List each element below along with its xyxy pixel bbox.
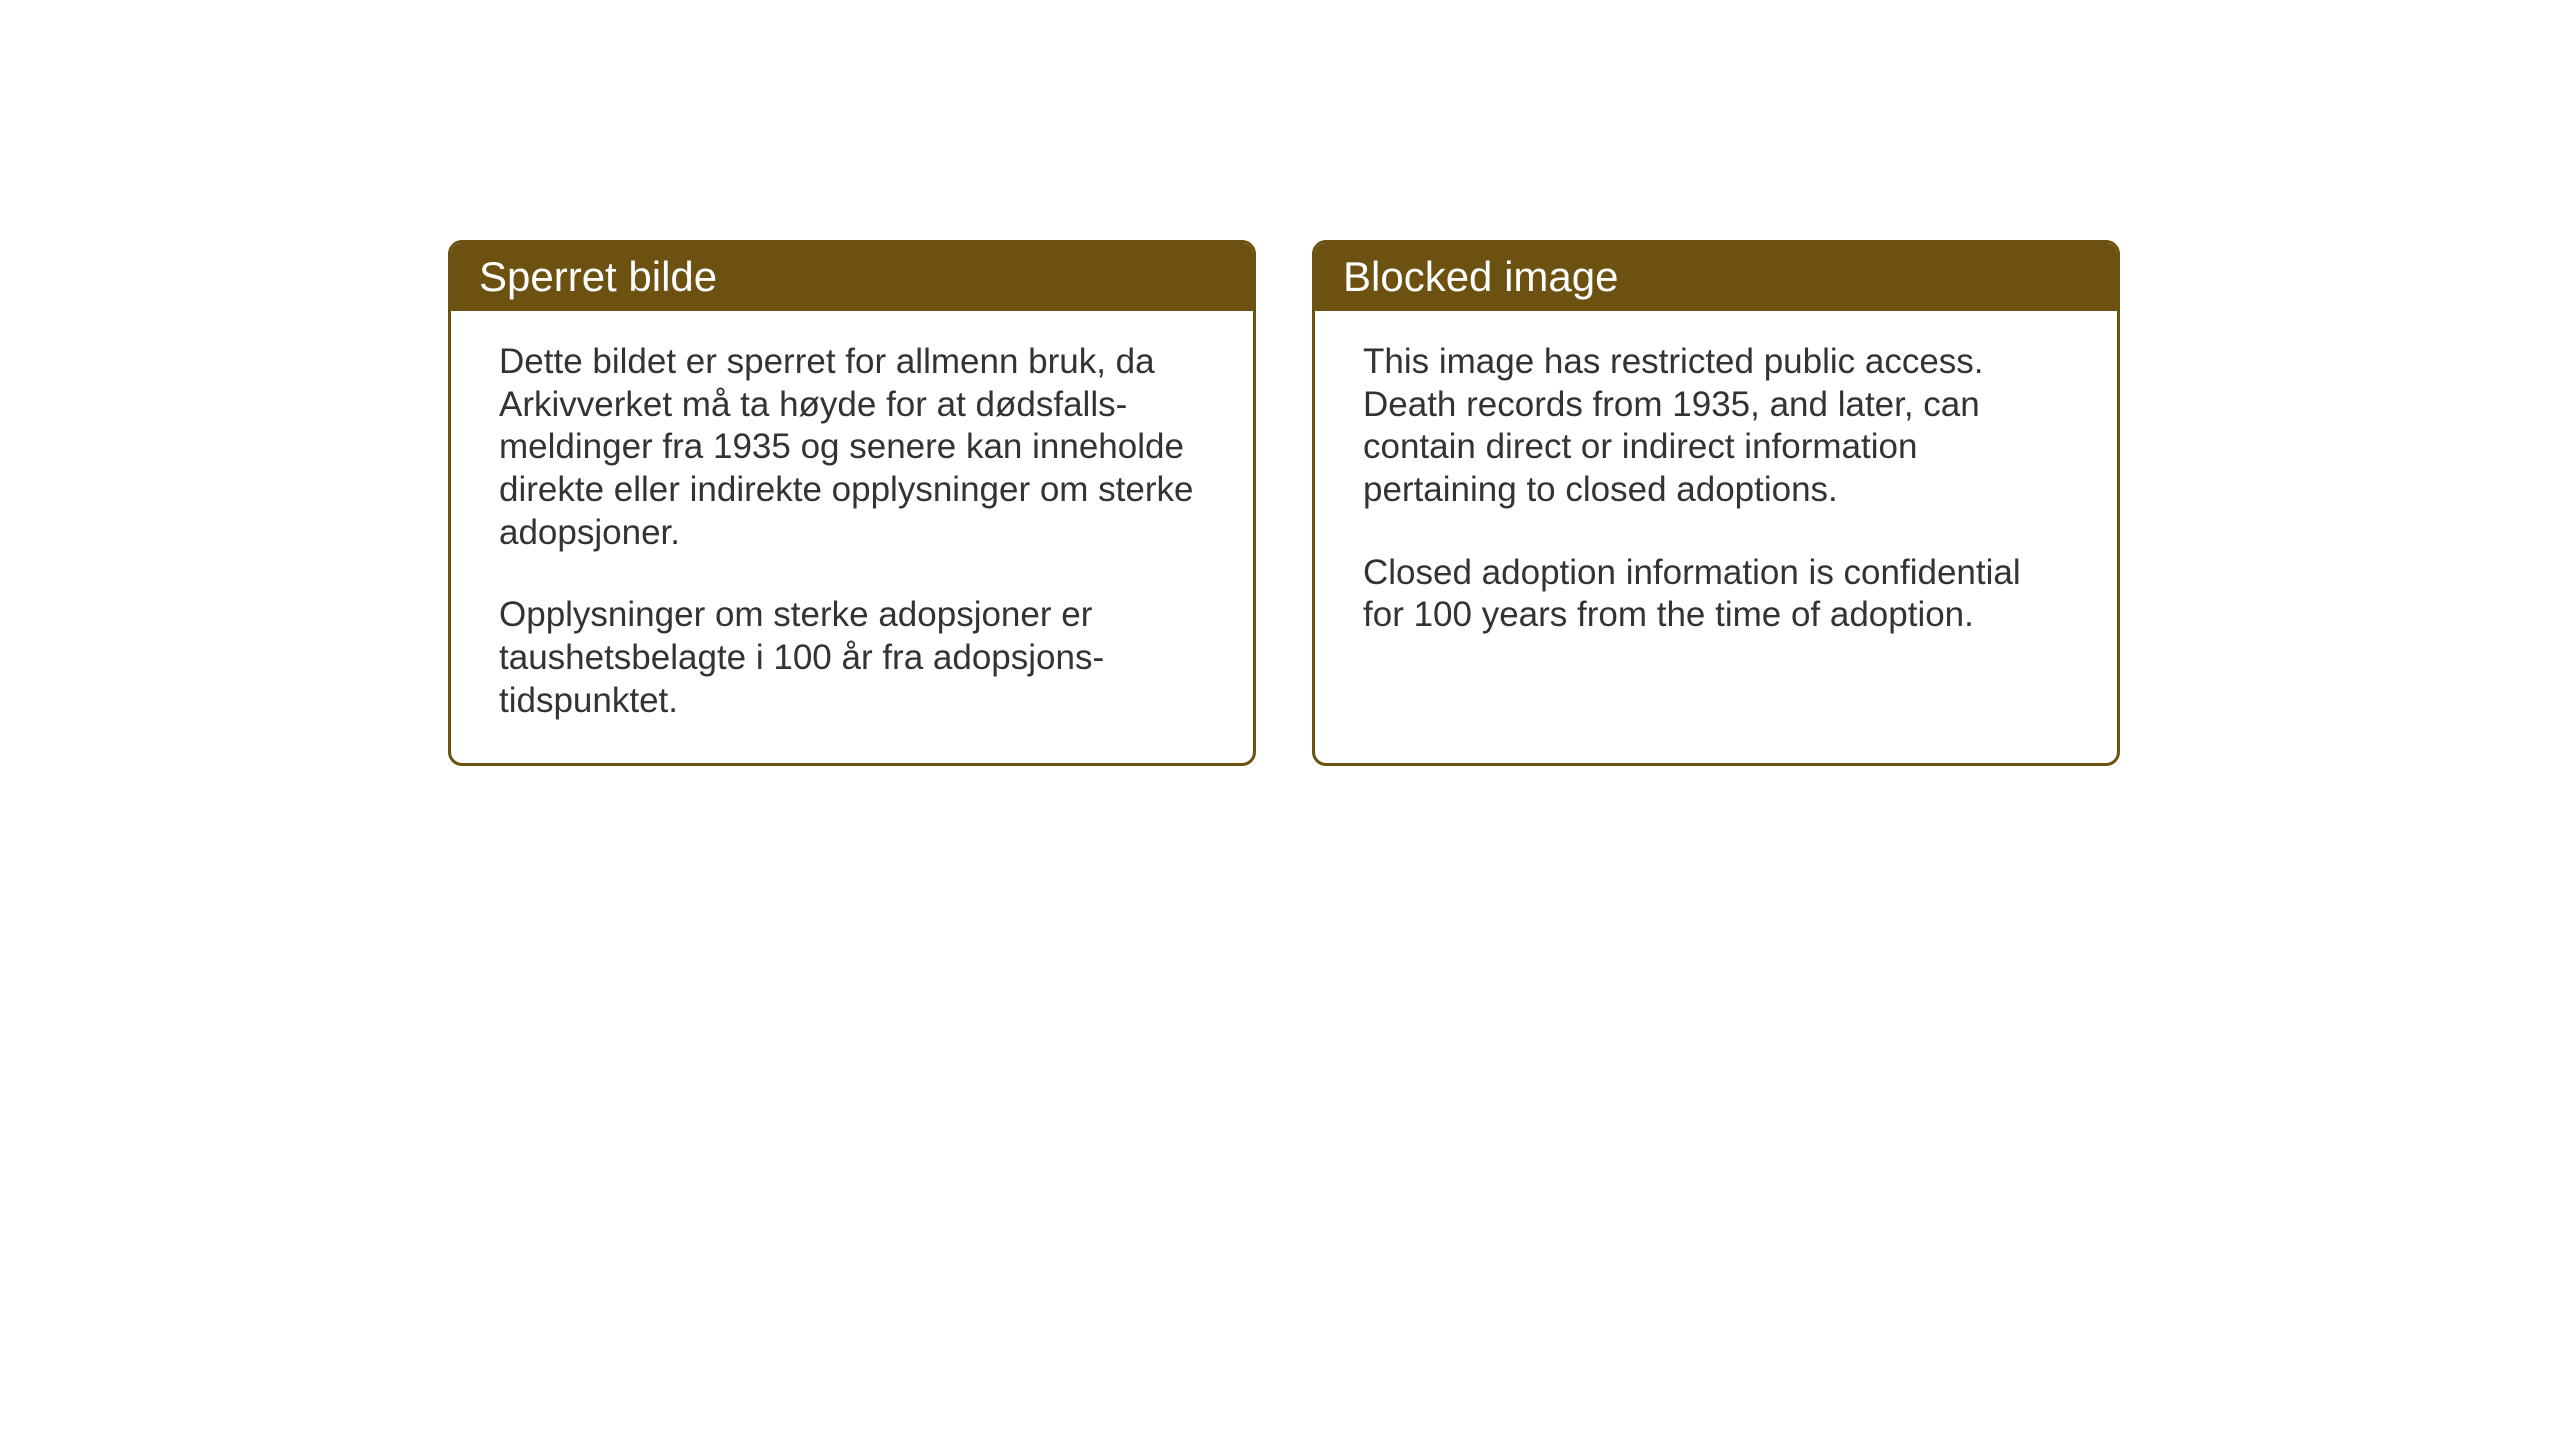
card-title-norwegian: Sperret bilde <box>479 253 717 300</box>
blocked-image-card-english: Blocked image This image has restricted … <box>1312 240 2120 766</box>
paragraph-2-english: Closed adoption information is confident… <box>1363 552 2069 637</box>
card-body-norwegian: Dette bildet er sperret for allmenn bruk… <box>451 311 1253 763</box>
notice-container: Sperret bilde Dette bildet er sperret fo… <box>448 240 2120 766</box>
paragraph-1-english: This image has restricted public access.… <box>1363 341 2069 512</box>
card-title-english: Blocked image <box>1343 253 1618 300</box>
card-header-english: Blocked image <box>1315 243 2117 311</box>
card-body-english: This image has restricted public access.… <box>1315 311 2117 751</box>
paragraph-2-norwegian: Opplysninger om sterke adopsjoner er tau… <box>499 594 1205 722</box>
paragraph-1-norwegian: Dette bildet er sperret for allmenn bruk… <box>499 341 1205 554</box>
blocked-image-card-norwegian: Sperret bilde Dette bildet er sperret fo… <box>448 240 1256 766</box>
card-header-norwegian: Sperret bilde <box>451 243 1253 311</box>
